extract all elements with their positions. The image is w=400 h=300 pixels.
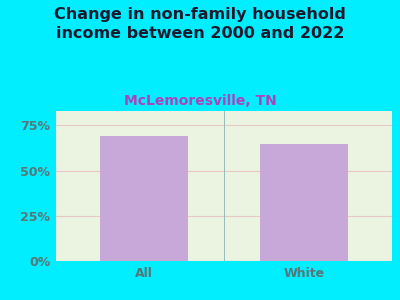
Bar	[260, 143, 348, 261]
Text: Change in non-family household
income between 2000 and 2022: Change in non-family household income be…	[54, 8, 346, 41]
Bar	[100, 136, 188, 261]
Text: McLemoresville, TN: McLemoresville, TN	[124, 94, 276, 109]
